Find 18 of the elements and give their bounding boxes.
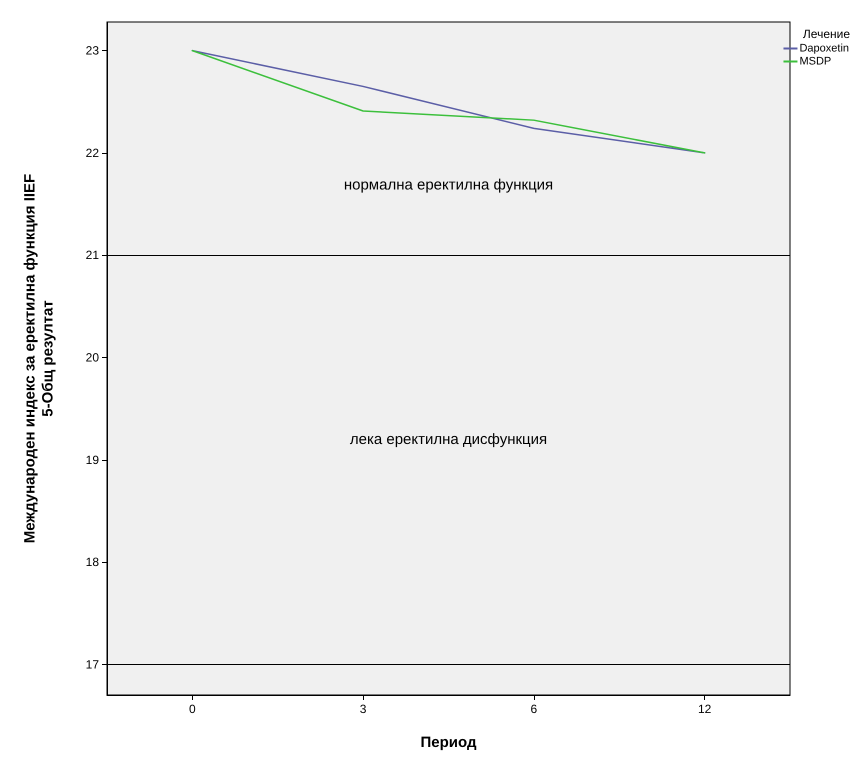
y-tick-label: 21 [86, 248, 100, 262]
y-tick-label: 20 [86, 350, 100, 364]
y-tick-label: 17 [86, 657, 100, 672]
legend-label: Dapoxetin [799, 42, 850, 54]
annotation: нормална еректилна функция [344, 176, 554, 194]
annotation: лека еректилна дисфункция [350, 430, 548, 448]
y-tick-label: 22 [86, 146, 100, 160]
x-tick-label: 12 [698, 702, 712, 716]
x-axis-title: Период [420, 734, 477, 751]
x-tick-label: 3 [360, 702, 367, 716]
legend-title: Лечение [802, 27, 850, 41]
legend-label: MSDP [799, 56, 832, 68]
y-tick-label: 18 [86, 555, 100, 570]
x-tick-label: 6 [530, 702, 538, 716]
y-tick-label: 19 [86, 452, 100, 467]
y-tick-label: 23 [86, 44, 100, 58]
y-axis-title: Международен индекс за еректилна функция IIEF 5-Общ резултат [22, 174, 56, 544]
x-tick-label: 0 [189, 702, 196, 716]
